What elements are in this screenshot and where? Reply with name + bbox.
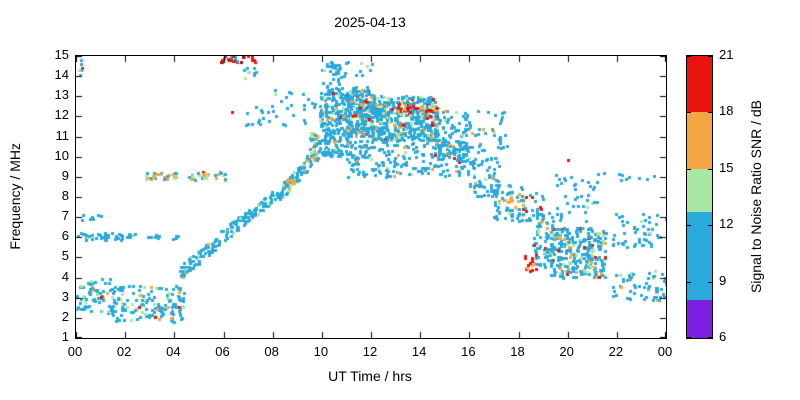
y-tick-label: 14: [54, 67, 69, 83]
x-tick-label: 00: [67, 344, 83, 359]
scatter-canvas: [76, 56, 666, 338]
y-tick-label: 5: [61, 248, 69, 264]
colorbar-tick-mark: [708, 225, 712, 226]
y-tick-label: 12: [54, 107, 69, 123]
x-tick-label: 20: [559, 344, 574, 359]
x-tick-label: 08: [264, 344, 279, 359]
colorbar-tick-mark: [687, 337, 691, 338]
colorbar-tick-label: 12: [719, 216, 734, 232]
x-tick-label: 10: [313, 344, 329, 359]
colorbar-segment: [687, 112, 712, 169]
x-tick-label: 00: [657, 344, 673, 359]
colorbar-label-text: Signal to Noise Ratio SNR / dB: [748, 99, 764, 293]
plot-area: [75, 55, 667, 339]
colorbar: [686, 55, 713, 339]
y-tick-label: 10: [54, 147, 69, 163]
y-tick-label: 15: [54, 47, 69, 62]
y-tick-label: 3: [61, 288, 69, 304]
colorbar-tick-mark: [708, 56, 712, 57]
colorbar-tick-mark: [687, 282, 691, 283]
y-axis-label: Frequency / MHz: [6, 55, 24, 337]
colorbar-tick-mark: [687, 225, 691, 226]
colorbar-tick-mark: [687, 169, 691, 170]
x-tick-label: 06: [215, 344, 230, 359]
x-tick-label: 22: [608, 344, 624, 359]
y-tick-label: 4: [61, 268, 69, 284]
y-tick-label: 8: [61, 188, 69, 203]
y-tick-label: 11: [55, 127, 70, 143]
y-tick-label: 7: [61, 208, 69, 224]
x-tick-label: 04: [166, 344, 181, 359]
x-tick-label: 14: [411, 344, 427, 359]
colorbar-label: Signal to Noise Ratio SNR / dB: [745, 55, 767, 337]
colorbar-segment: [687, 56, 712, 113]
x-tick-label: 02: [116, 344, 132, 359]
y-tick-label: 13: [54, 87, 69, 103]
colorbar-tick-mark: [708, 337, 712, 338]
y-axis-label-text: Frequency / MHz: [7, 142, 23, 250]
x-axis-label: UT Time / hrs: [328, 368, 412, 384]
colorbar-tick-label: 6: [719, 329, 727, 344]
colorbar-tick-label: 15: [719, 159, 734, 175]
colorbar-tick-label: 21: [719, 47, 734, 62]
y-tick-label: 9: [61, 167, 69, 183]
colorbar-tick-label: 9: [719, 272, 727, 288]
colorbar-tick-mark: [687, 112, 691, 113]
chart-title: 2025-04-13: [334, 14, 406, 30]
colorbar-segment: [687, 212, 712, 301]
colorbar-tick-mark: [708, 112, 712, 113]
x-tick-label: 18: [510, 344, 525, 359]
y-tick-label: 1: [61, 329, 69, 344]
colorbar-tick-mark: [708, 169, 712, 170]
y-tick-label: 6: [61, 228, 69, 244]
colorbar-segment: [687, 300, 712, 338]
colorbar-tick-mark: [708, 282, 712, 283]
colorbar-tick-mark: [687, 56, 691, 57]
y-tick-label: 2: [61, 308, 69, 324]
x-tick-label: 12: [362, 344, 378, 359]
colorbar-tick-label: 18: [719, 103, 734, 119]
colorbar-segment: [687, 168, 712, 213]
x-tick-label: 16: [461, 344, 476, 359]
